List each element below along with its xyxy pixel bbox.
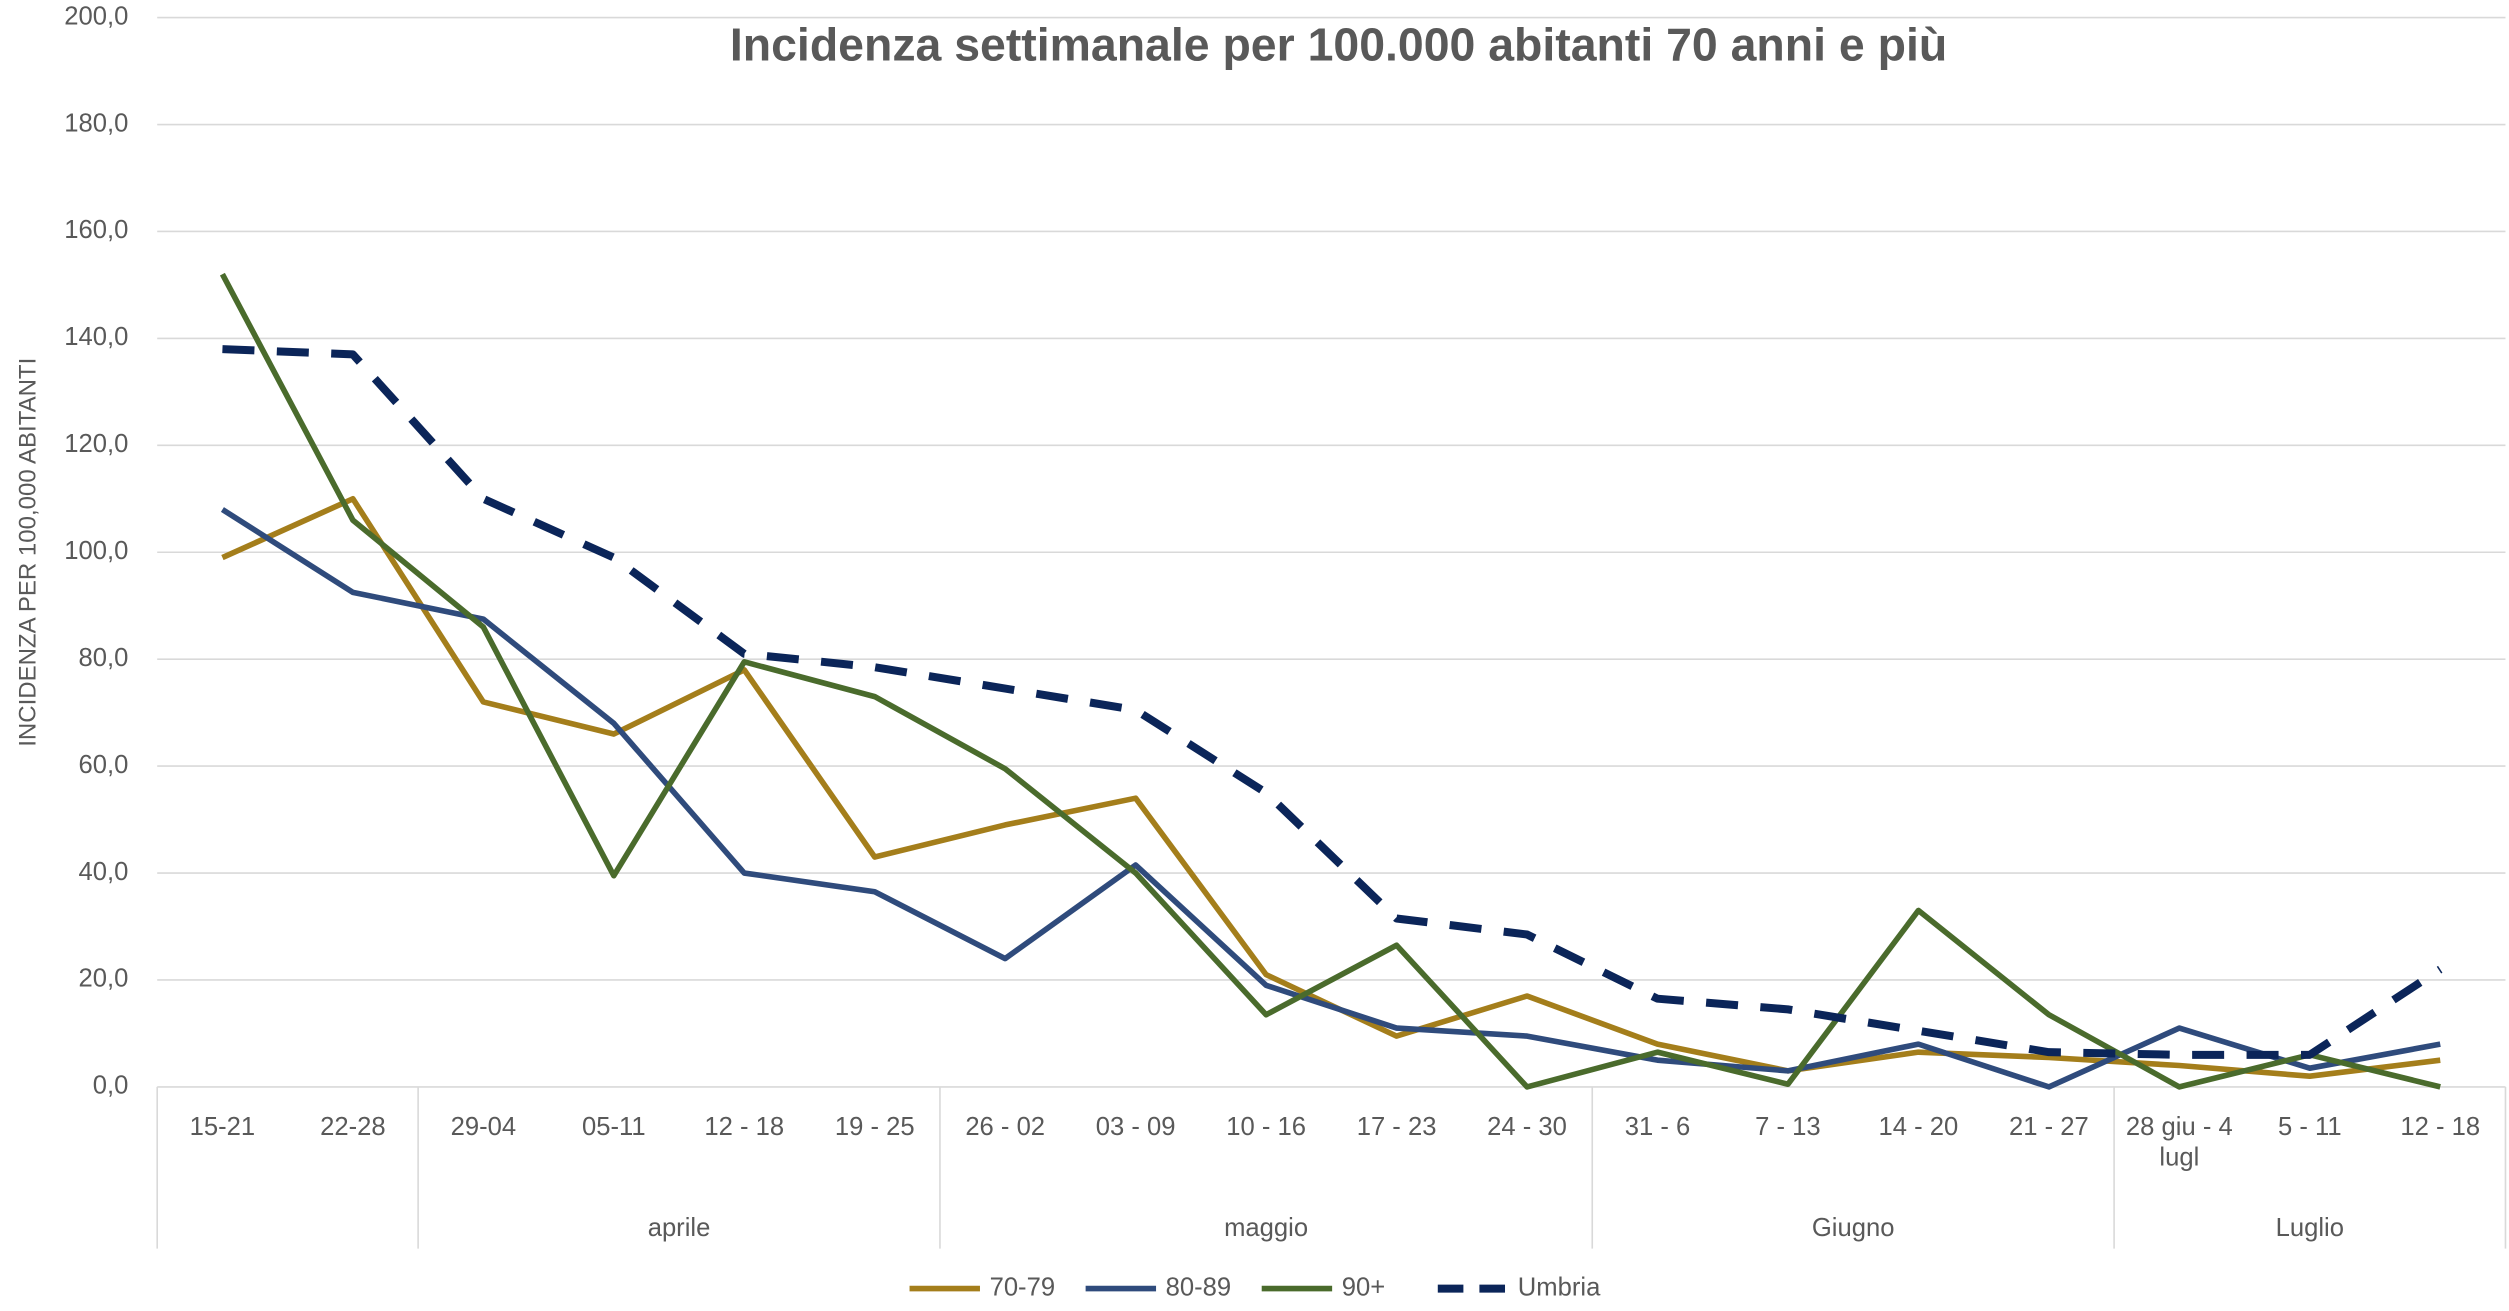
x-tick-label: 05-11 (581, 1114, 646, 1142)
x-tick-label: 03 - 09 (1095, 1114, 1176, 1142)
y-tick-label: 200,0 (64, 2, 128, 30)
x-tick-label-box: 05-11 (581, 1114, 646, 1142)
x-tick-label: 21 - 27 (2008, 1114, 2089, 1142)
y-tick-label: 100,0 (64, 537, 128, 565)
group-label: Giugno (1812, 1214, 1895, 1242)
group-label: Luglio (2276, 1214, 2344, 1242)
series-line (221, 495, 2441, 1080)
x-tick-label-box: 10 - 16 (1226, 1114, 1306, 1142)
chart-title: Incidenza settimanale per 100.000 abitan… (730, 18, 1947, 70)
x-tick-label-box: 31 - 6 (1624, 1114, 1691, 1142)
y-tick-label: 160,0 (64, 216, 128, 244)
x-tick-label: 28 giu - 4 lugl (2125, 1114, 2233, 1172)
group-label: aprile (648, 1214, 711, 1242)
x-tick-label: 14 - 20 (1878, 1114, 1959, 1142)
x-tick-label-box: 15-21 (189, 1114, 256, 1142)
y-axis-label: INCIDENZA PER 100,000 ABITANTI (14, 358, 41, 747)
x-tick-label-box: 03 - 09 (1095, 1114, 1176, 1142)
x-tick-label-box: 7 - 13 (1755, 1114, 1821, 1142)
series-line (220, 507, 2441, 1090)
group-label: maggio (1224, 1214, 1308, 1242)
legend-label: 90+ (1342, 1273, 1385, 1301)
series-line (222, 345, 2443, 1059)
x-tick-label: 12 - 18 (704, 1114, 785, 1142)
y-tick-label: 80,0 (79, 644, 129, 672)
x-tick-label-box: 26 - 02 (965, 1114, 1046, 1142)
y-tick-label: 0,0 (93, 1072, 129, 1100)
x-tick-label-box: 28 giu - 4 lugl (2125, 1114, 2233, 1172)
x-tick-label-box: 24 - 30 (1487, 1114, 1567, 1142)
y-tick-label: 140,0 (64, 323, 128, 351)
legend-label: 80-89 (1166, 1273, 1231, 1301)
y-tick-label: 40,0 (79, 858, 129, 886)
x-tick-label: 10 - 16 (1226, 1114, 1306, 1142)
x-tick-label-box: 12 - 18 (704, 1114, 785, 1142)
x-tick-label: 19 - 25 (834, 1114, 915, 1142)
y-tick-label: 180,0 (64, 109, 128, 137)
x-tick-label-box: 14 - 20 (1878, 1114, 1959, 1142)
legend-label: Umbria (1518, 1273, 1601, 1301)
legend-label: 70-79 (990, 1273, 1055, 1301)
series-line (219, 272, 2441, 1090)
x-tick-label-box: 17 - 23 (1356, 1114, 1437, 1142)
y-tick-label: 60,0 (79, 751, 129, 779)
x-tick-label-box: 19 - 25 (834, 1114, 915, 1142)
x-tick-label: 26 - 02 (965, 1114, 1046, 1142)
x-tick-label: 17 - 23 (1356, 1114, 1437, 1142)
y-tick-label: 20,0 (79, 965, 129, 993)
x-tick-label-box: 22-28 (320, 1114, 386, 1142)
x-tick-label: 7 - 13 (1755, 1114, 1821, 1142)
x-tick-label: 24 - 30 (1487, 1114, 1567, 1142)
x-tick-label: 31 - 6 (1624, 1114, 1691, 1142)
y-tick-label: 120,0 (64, 430, 128, 458)
x-tick-label-box: 12 - 18 (2400, 1114, 2481, 1142)
x-tick-label-box: 29-04 (450, 1114, 517, 1142)
x-tick-label-box: 21 - 27 (2008, 1114, 2089, 1142)
x-tick-label: 22-28 (320, 1114, 386, 1142)
x-tick-label: 29-04 (450, 1114, 517, 1142)
x-tick-label-box: 5 - 11 (2277, 1114, 2342, 1142)
x-tick-label: 12 - 18 (2400, 1114, 2481, 1142)
x-tick-label: 5 - 11 (2277, 1114, 2342, 1142)
x-tick-label: 15-21 (189, 1114, 256, 1142)
